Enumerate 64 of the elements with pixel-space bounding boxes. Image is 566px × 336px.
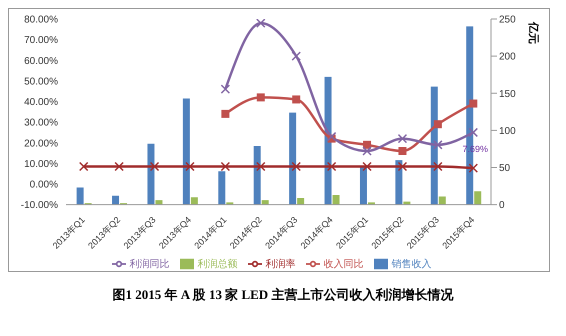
point <box>256 93 265 102</box>
y-tick-label: 60.00% <box>24 56 58 67</box>
bar <box>289 112 296 205</box>
legend-label: 利润总额 <box>198 258 238 270</box>
point <box>220 84 230 94</box>
y-tick-label: 40.00% <box>24 97 58 108</box>
point <box>398 162 408 172</box>
legend-label: 利润率 <box>266 258 296 270</box>
point <box>434 120 442 128</box>
point <box>433 162 443 172</box>
bar <box>112 196 120 205</box>
point <box>78 162 88 172</box>
y-tick-label: -10.00% <box>20 200 58 212</box>
point <box>398 147 406 156</box>
bar <box>438 196 446 205</box>
bar <box>474 191 482 205</box>
point <box>221 110 230 118</box>
bar <box>190 197 198 205</box>
y-tick-label: 80.00% <box>24 14 58 26</box>
point <box>326 162 336 172</box>
bar <box>147 144 154 205</box>
bar <box>360 168 367 205</box>
y-tick-label: 70.00% <box>24 35 58 46</box>
point <box>292 95 300 104</box>
bar <box>332 194 340 205</box>
point <box>362 146 372 156</box>
point <box>114 162 124 172</box>
legend-label: 收入同比 <box>324 258 364 270</box>
bar <box>218 171 226 205</box>
legend-label: 利润同比 <box>130 258 170 270</box>
y-tick-label: 50.00% <box>24 76 58 88</box>
y-tick-label: 30.00% <box>24 118 58 129</box>
point <box>362 162 372 172</box>
point <box>469 100 478 108</box>
bar <box>182 98 190 205</box>
y2-tick-label: 250 <box>499 14 516 26</box>
y2-tick-label: 0 <box>499 200 505 212</box>
caption: 图1 2015 年 A 股 13 家 LED 主营上市公司收入利润增长情况 <box>112 286 454 304</box>
point <box>291 51 301 61</box>
bar <box>155 200 162 205</box>
y2-axis-title: 亿元 <box>527 21 540 44</box>
y-tick-label: 20.00% <box>24 138 58 150</box>
point <box>220 162 230 172</box>
point <box>326 132 336 142</box>
bar <box>76 188 84 205</box>
point <box>150 162 160 172</box>
point <box>468 163 478 173</box>
y2-tick-label: 150 <box>499 88 516 100</box>
bar <box>262 200 269 205</box>
y2-tick-label: 100 <box>499 126 516 137</box>
y-tick-label: 10.00% <box>24 158 58 170</box>
point <box>256 19 266 28</box>
point <box>256 162 266 172</box>
y2-tick-label: 200 <box>499 52 516 63</box>
point <box>291 162 301 172</box>
bar <box>254 146 261 205</box>
y-tick-label: 0.00% <box>30 180 58 191</box>
y2-tick-label: 50 <box>499 163 511 174</box>
bar <box>297 198 304 205</box>
point <box>185 162 195 172</box>
point <box>468 128 478 138</box>
point <box>433 140 443 150</box>
legend-label: 销售收入 <box>392 258 432 270</box>
point <box>398 134 408 144</box>
